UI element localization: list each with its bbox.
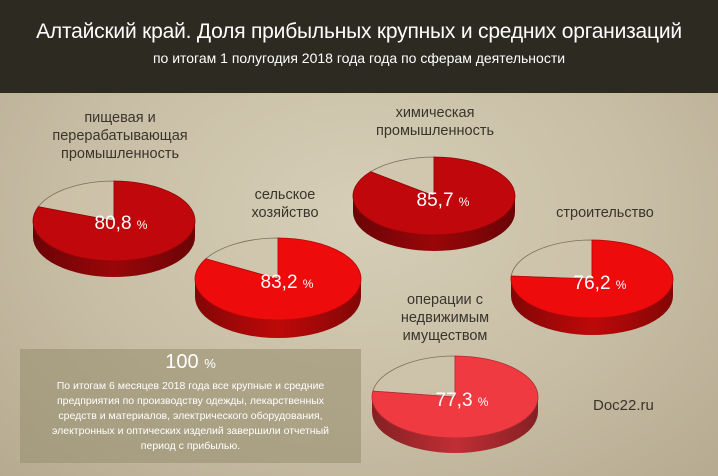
pie-slice-food <box>32 180 196 262</box>
pie-slice-realty <box>371 355 539 439</box>
label-constr-line-1: строительство <box>556 205 654 221</box>
note-line-3: средств и материалов, электрического обо… <box>58 410 323 422</box>
page-title: Алтайский край. Доля прибыльных крупных … <box>36 20 682 43</box>
note-percent-value: 100 <box>165 351 199 373</box>
pie-agri: 83,2 % <box>194 237 362 338</box>
page-subtitle: по итогам 1 полугодия 2018 года года по … <box>152 50 566 66</box>
label-real-estate: операции с недвижимым имуществом <box>375 291 515 345</box>
label-food-industry: пищевая и перерабатывающая промышленност… <box>20 109 220 163</box>
source-label: Doc22.ru <box>593 397 654 414</box>
label-agriculture: сельское хозяйство <box>220 186 350 222</box>
label-realty-line-1: операции с <box>407 292 483 308</box>
value-label-chem: 85,7 % <box>417 190 470 211</box>
pie-side-constr <box>511 279 673 335</box>
pie-remainder-chem <box>369 156 435 197</box>
value-label-food: 80,8 % <box>95 213 148 234</box>
note-percent-sign: % <box>204 356 216 371</box>
pie-slice-constr <box>510 239 674 319</box>
pie-remainder-realty <box>372 355 456 398</box>
note-line-4: электронных и оптических изделий заверши… <box>51 425 329 437</box>
pie-side-agri <box>195 279 361 338</box>
note-line-1: По итогам 6 месяцев 2018 года все крупны… <box>56 380 325 392</box>
pie-remainder-agri <box>204 237 279 280</box>
pie-food: 80,8 % <box>32 180 196 277</box>
label-chemical-industry: химическая промышленность <box>355 104 515 140</box>
pie-side-realty <box>372 397 538 453</box>
label-construction: строительство <box>540 204 670 222</box>
pie-chem: 85,7 % <box>352 156 516 251</box>
label-food-line-3: промышленность <box>60 146 180 162</box>
pie-slice-agri <box>194 237 362 321</box>
label-agri-line-1: сельское <box>254 187 316 203</box>
label-chem-line-1: химическая <box>395 105 475 121</box>
pie-slice-chem <box>352 156 516 236</box>
pie-remainder-food <box>37 180 115 222</box>
pie-constr: 76,2 % <box>510 239 674 335</box>
pie-remainder-constr <box>510 239 593 280</box>
note-text: По итогам 6 месяцев 2018 года все крупны… <box>28 379 353 454</box>
pie-side-chem <box>353 196 515 251</box>
label-realty-line-3: имуществом <box>402 328 488 344</box>
label-food-line-1: пищевая и <box>84 110 156 126</box>
header-bar: Алтайский край. Доля прибыльных крупных … <box>0 0 718 93</box>
note-line-5: период с прибылью. <box>140 440 241 452</box>
note-box: 100 % По итогам 6 месяцев 2018 года все … <box>20 349 361 463</box>
pie-realty: 77,3 % <box>371 355 539 453</box>
note-percent: 100 % <box>20 351 361 374</box>
value-label-realty: 77,3 % <box>436 390 489 411</box>
label-agri-line-2: хозяйство <box>251 205 319 221</box>
pie-side-food <box>33 221 195 277</box>
note-line-2: предприятия по производству одежды, лека… <box>56 395 325 407</box>
label-realty-line-2: недвижимым <box>400 310 490 326</box>
value-label-agri: 83,2 % <box>261 272 314 293</box>
value-label-constr: 76,2 % <box>574 273 627 294</box>
label-chem-line-2: промышленность <box>375 123 495 139</box>
label-food-line-2: перерабатывающая <box>52 128 188 144</box>
